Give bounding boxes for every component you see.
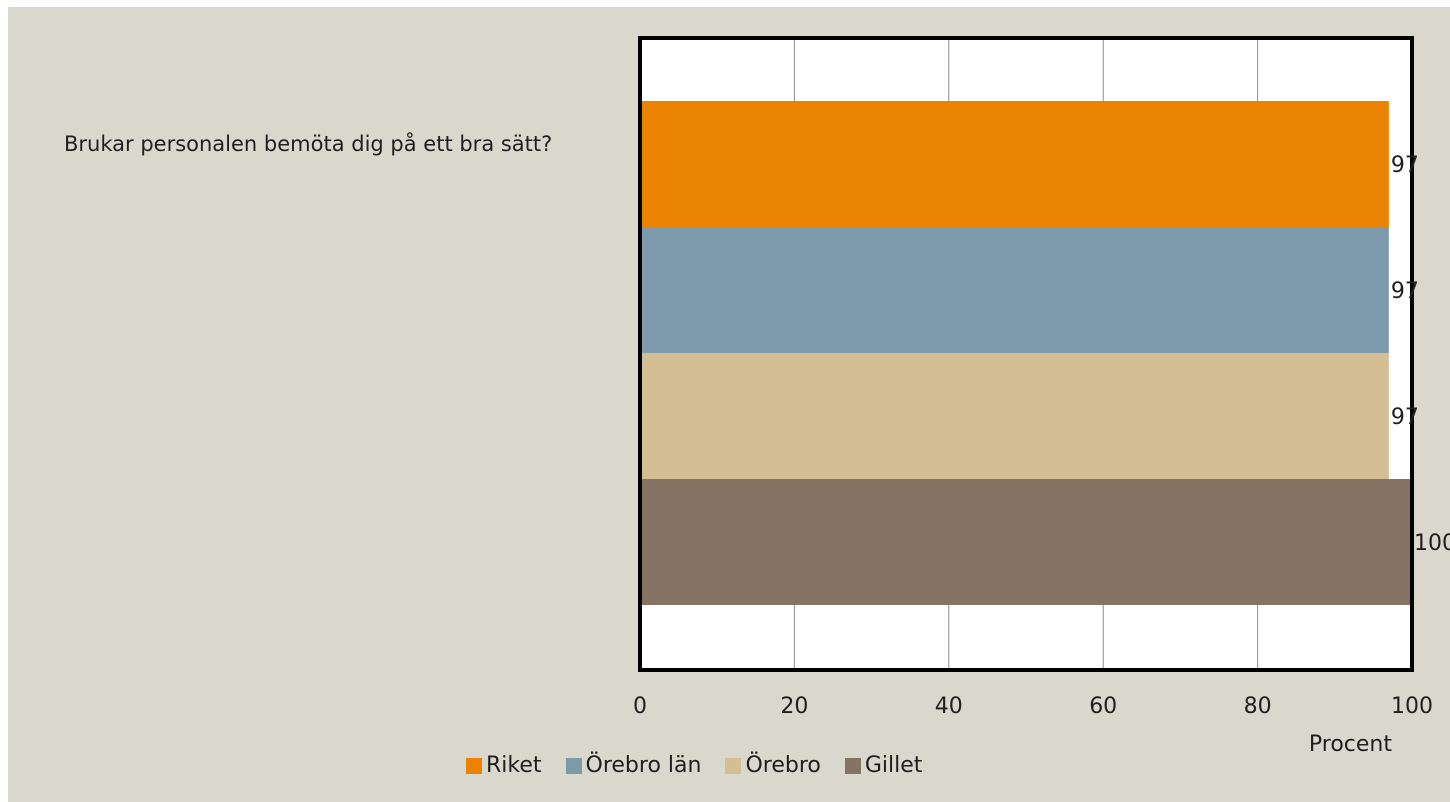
x-tick-label: 40: [935, 694, 963, 719]
slide: Brukar personalen bemöta dig på ett bra …: [8, 7, 1450, 802]
bar-chart: 97 97 97 100 0 20 40 60 80 100 Procent: [633, 36, 1450, 757]
bar-value-label: 97: [1391, 405, 1419, 430]
x-axis-title: Procent: [1309, 732, 1392, 757]
legend-item: Örebro: [725, 753, 821, 778]
question-text: Brukar personalen bemöta dig på ett bra …: [64, 132, 553, 156]
legend-item: Örebro län: [565, 753, 702, 778]
x-tick-label: 80: [1244, 694, 1272, 719]
legend-label: Örebro: [745, 753, 821, 778]
legend-item: Gillet: [844, 753, 923, 778]
legend-item: Riket: [466, 753, 542, 778]
x-tick-label: 0: [633, 694, 647, 719]
legend-label: Örebro län: [585, 753, 702, 778]
plot-frame: [638, 36, 1414, 672]
bar-value-label: 97: [1391, 279, 1419, 304]
bar-value-label: 97: [1391, 153, 1419, 178]
bar: [640, 479, 1412, 605]
x-tick-label: 20: [780, 694, 808, 719]
legend-label: Gillet: [864, 753, 923, 778]
bar: [640, 101, 1389, 227]
legend-swatch: [725, 757, 742, 774]
legend-swatch: [565, 757, 582, 774]
bar: [640, 227, 1389, 353]
legend-swatch: [466, 757, 482, 774]
legend-swatch: [844, 757, 861, 774]
bar: [640, 353, 1389, 479]
bar-value-label: 100: [1414, 531, 1450, 556]
legend-label: Riket: [486, 753, 542, 778]
x-tick-label: 60: [1089, 694, 1117, 719]
legend: Riket Örebro län Örebro Gillet: [466, 753, 922, 778]
x-tick-label: 100: [1391, 694, 1433, 719]
